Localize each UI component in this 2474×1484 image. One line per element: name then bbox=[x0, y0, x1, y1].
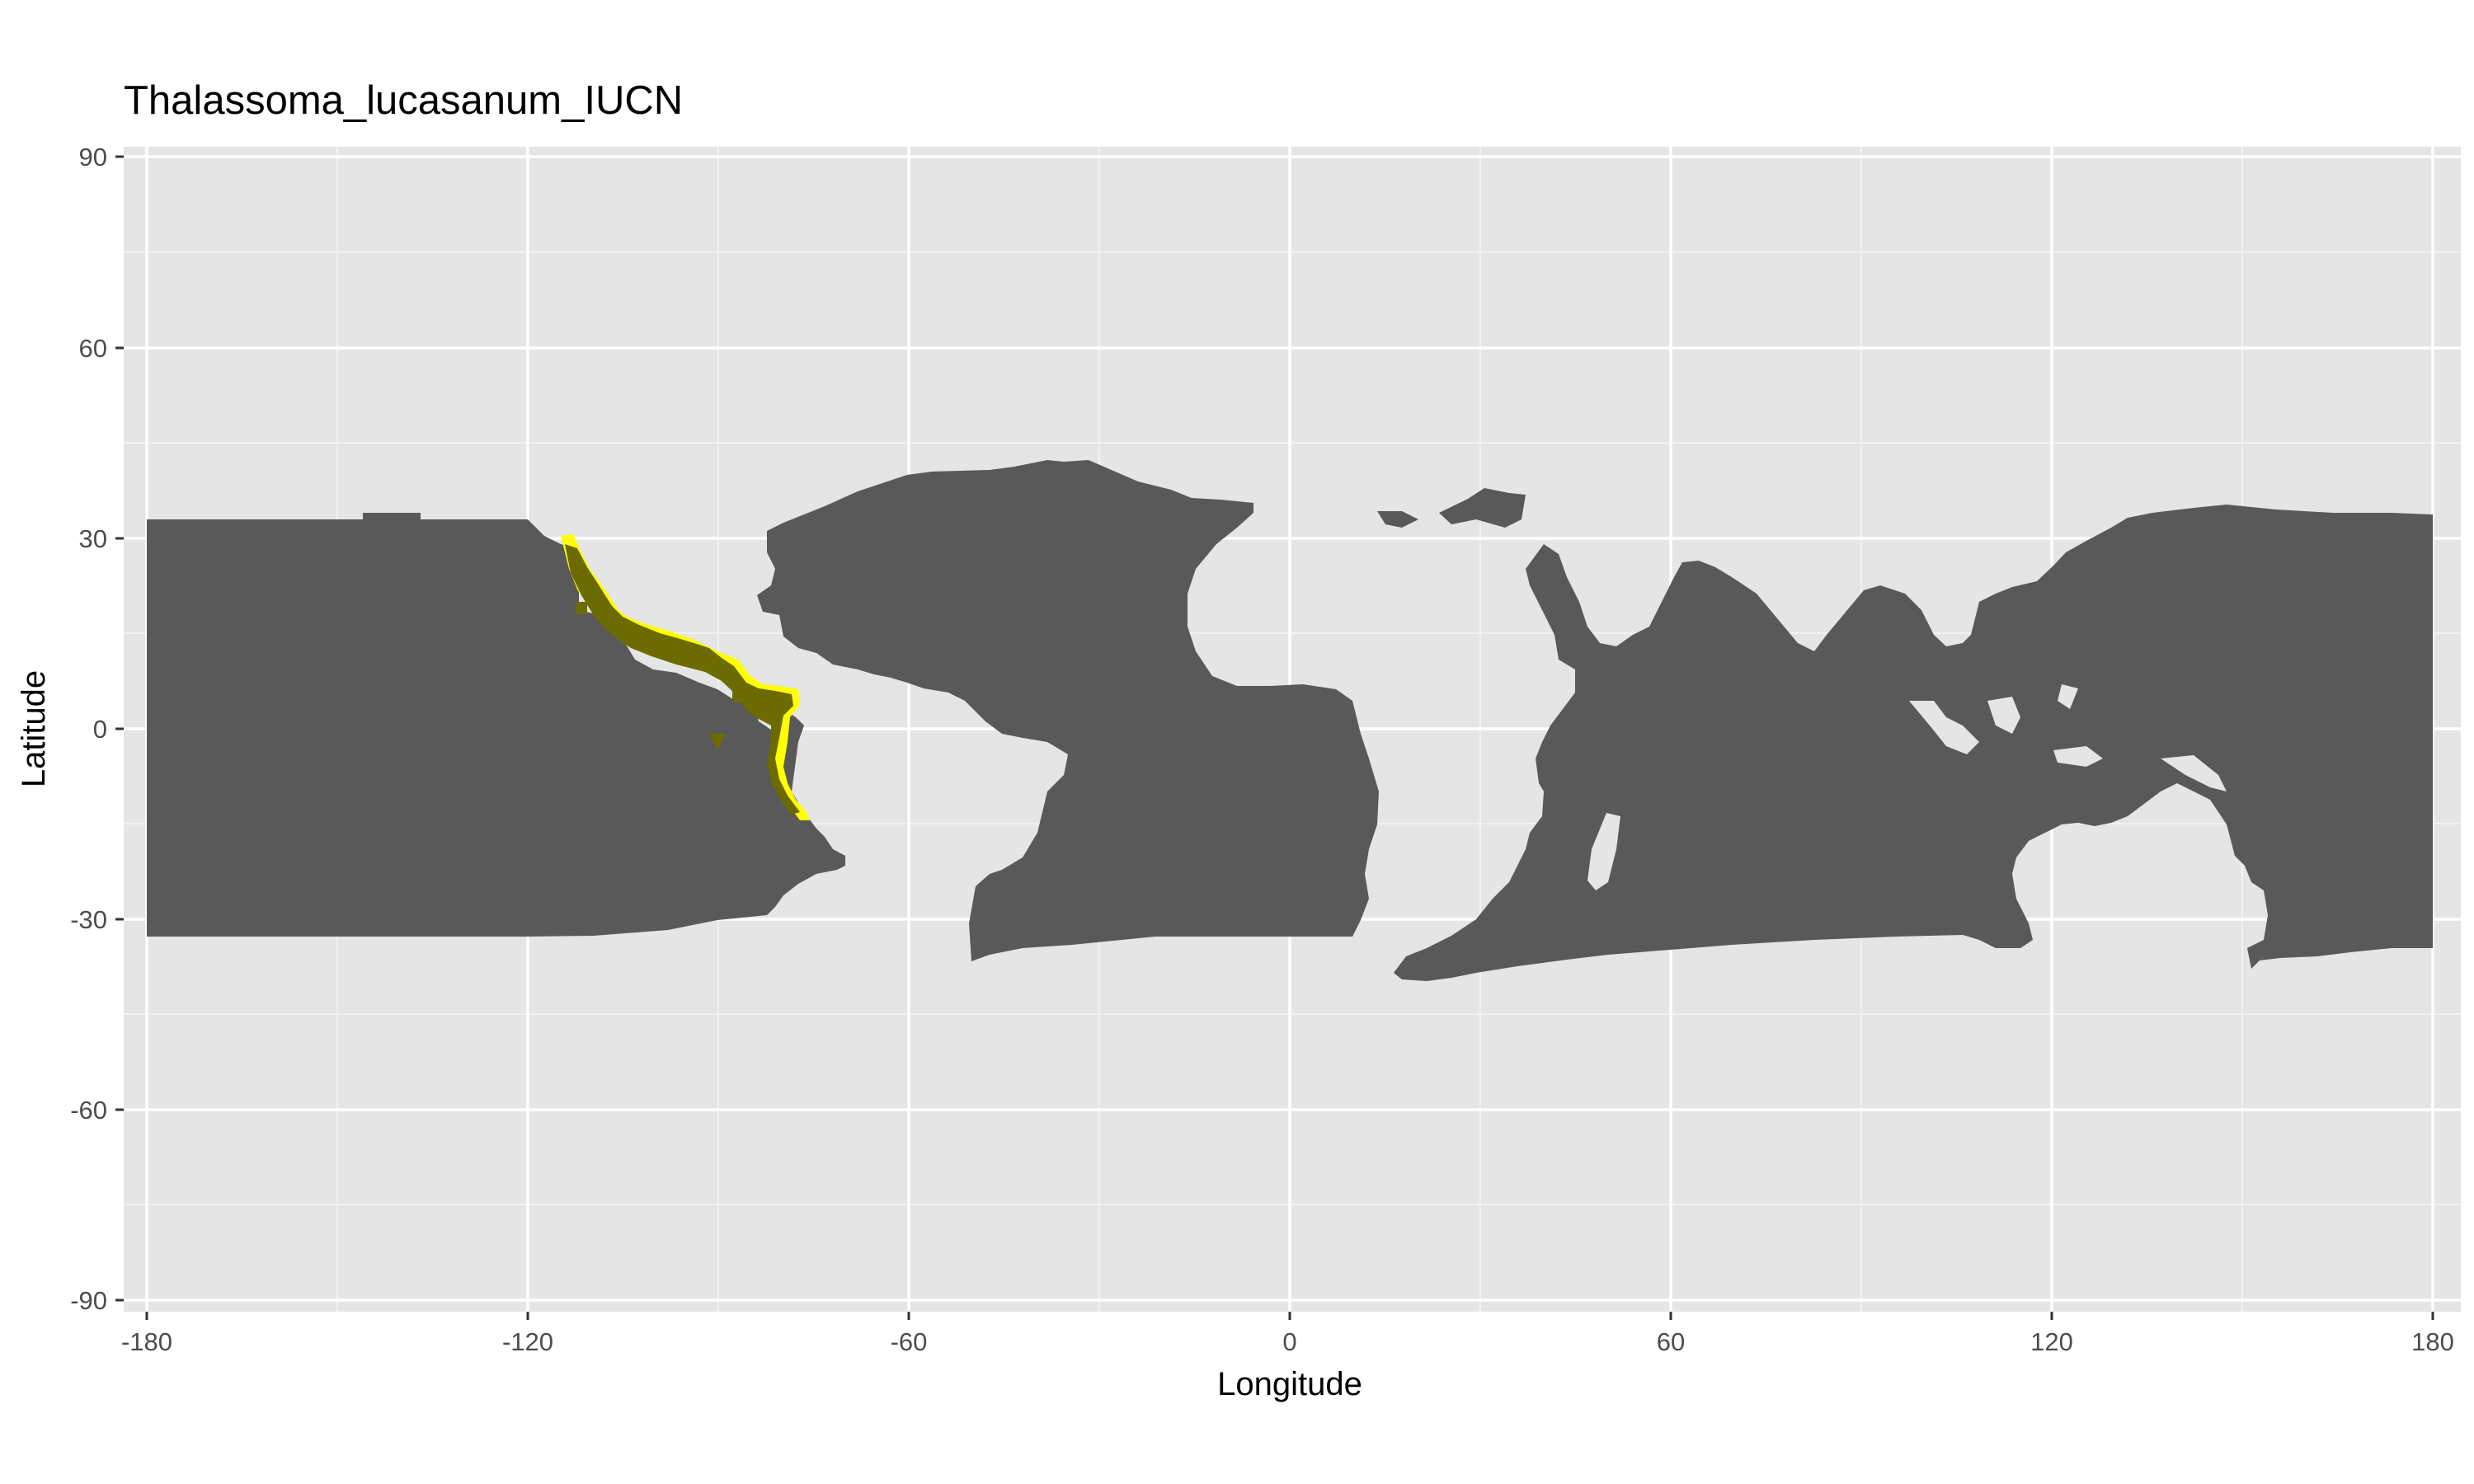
x-tick-label: -60 bbox=[891, 1327, 928, 1356]
x-tick-label: -180 bbox=[121, 1327, 172, 1356]
mediterranean-region bbox=[1439, 488, 1526, 528]
range-core bbox=[565, 544, 800, 815]
species-range bbox=[561, 534, 810, 820]
y-axis-labels: 90 60 30 0 -30 -60 -90 bbox=[70, 143, 107, 1315]
madagascar-region bbox=[1587, 813, 1620, 890]
y-tick-label: 90 bbox=[79, 143, 107, 171]
indo-pacific-region bbox=[1394, 505, 2433, 981]
y-axis-ticks bbox=[115, 155, 124, 1302]
indonesia-region bbox=[1909, 684, 2227, 791]
y-tick-label: -90 bbox=[70, 1286, 107, 1315]
x-axis-title: Longitude bbox=[1217, 1366, 1362, 1402]
y-tick-label: -60 bbox=[70, 1096, 107, 1125]
y-tick-label: 30 bbox=[79, 524, 107, 553]
x-tick-label: 0 bbox=[1282, 1327, 1296, 1356]
y-tick-label: 60 bbox=[79, 334, 107, 363]
x-axis-ticks bbox=[145, 1312, 2434, 1320]
mediterranean-region bbox=[1377, 511, 1418, 528]
x-tick-label: -120 bbox=[502, 1327, 553, 1356]
east-pacific-region bbox=[147, 513, 845, 937]
x-tick-label: 120 bbox=[2030, 1327, 2073, 1356]
x-tick-label: 60 bbox=[1657, 1327, 1685, 1356]
ocean-raster bbox=[147, 460, 2433, 981]
x-axis-labels: -180 -120 -60 0 60 120 180 bbox=[121, 1327, 2454, 1356]
atlantic-region bbox=[757, 460, 1379, 961]
x-tick-label: 180 bbox=[2411, 1327, 2454, 1356]
y-axis-title: Latitude bbox=[16, 670, 52, 787]
plot-title: Thalassoma_lucasanum_IUCN bbox=[124, 78, 683, 123]
y-tick-label: 0 bbox=[93, 715, 107, 744]
y-tick-label: -30 bbox=[70, 905, 107, 934]
